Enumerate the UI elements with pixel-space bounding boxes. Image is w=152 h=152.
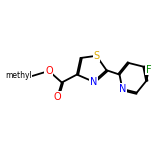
Text: methyl: methyl	[5, 71, 31, 81]
Text: N: N	[90, 77, 97, 87]
Text: F: F	[146, 64, 152, 74]
Text: O: O	[54, 92, 61, 102]
Text: O: O	[45, 66, 53, 76]
Text: N: N	[119, 84, 126, 94]
Text: S: S	[93, 51, 99, 61]
